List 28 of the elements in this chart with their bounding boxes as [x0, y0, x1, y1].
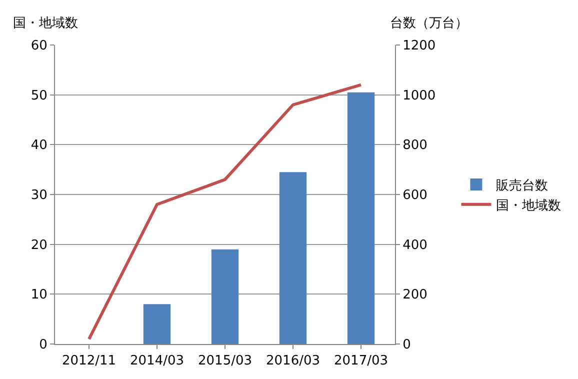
- y-tick-label: 0: [39, 338, 48, 353]
- y2-tick-label: 1200: [402, 38, 436, 54]
- legend-label: 国・地域数: [496, 198, 562, 214]
- y2-tick-label: 1000: [402, 88, 436, 104]
- y-tick-label: 30: [30, 188, 48, 204]
- y-tick-label: 40: [30, 138, 48, 154]
- bar: [211, 249, 239, 344]
- bar: [143, 304, 171, 344]
- line-series: [88, 83, 362, 341]
- y-tick-label: 10: [30, 288, 48, 303]
- legend-label: 販売台数: [496, 178, 548, 194]
- y-tick-label: 20: [30, 238, 48, 253]
- bar: [279, 172, 307, 344]
- x-tick-label: 2016/03: [266, 354, 320, 369]
- y2-axis-title: 台数（万台）: [390, 16, 468, 31]
- y2-tick-label: 600: [402, 188, 428, 204]
- y-tick-label: 60: [30, 38, 48, 54]
- y2-tick-label: 800: [402, 138, 428, 154]
- x-tick-label: 2017/03: [334, 354, 388, 369]
- y-tick-label: 50: [30, 88, 48, 104]
- x-tick-label: 2012/11: [62, 354, 116, 369]
- x-tick-label: 2014/03: [130, 354, 184, 369]
- y2-tick-label: 400: [402, 238, 428, 253]
- y2-tick-label: 0: [402, 338, 411, 353]
- x-tick-label: 2015/03: [198, 354, 252, 369]
- y2-tick-label: 200: [402, 288, 428, 303]
- y-axis-title: 国・地域数: [13, 16, 78, 31]
- bar: [347, 92, 375, 344]
